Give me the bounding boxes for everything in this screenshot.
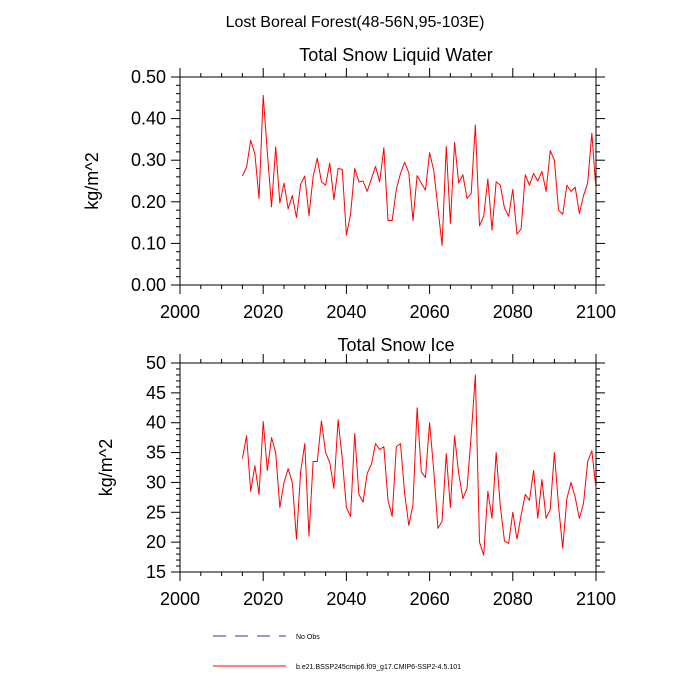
y-tick-label: 0.10: [131, 233, 166, 253]
x-tick-label: 2100: [576, 589, 616, 609]
y-axis-label: kg/m^2: [96, 439, 116, 496]
plot-frame: [179, 76, 597, 286]
y-axis-label: kg/m^2: [82, 152, 102, 209]
x-tick-label: 2040: [326, 589, 366, 609]
x-tick-label: 2060: [410, 589, 450, 609]
x-tick-label: 2080: [493, 302, 533, 322]
panel-title: Total Snow Liquid Water: [299, 45, 492, 65]
x-tick-label: 2020: [243, 589, 283, 609]
x-tick-label: 2040: [326, 302, 366, 322]
y-tick-label: 35: [146, 443, 166, 463]
y-tick-label: 25: [146, 502, 166, 522]
x-tick-label: 2080: [493, 589, 533, 609]
main-title: Lost Boreal Forest(48-56N,95-103E): [226, 14, 485, 31]
x-tick-label: 2000: [160, 302, 200, 322]
y-tick-label: 50: [146, 353, 166, 373]
series-line: [241, 94, 597, 246]
y-tick-label: 45: [146, 383, 166, 403]
y-tick-label: 20: [146, 532, 166, 552]
y-tick-label: 15: [146, 562, 166, 582]
y-tick-label: 0.20: [131, 192, 166, 212]
legend: No Obs b.e21.BSSP245cmip6.f09_g17.CMIP6-…: [213, 634, 461, 671]
x-tick-label: 2100: [576, 302, 616, 322]
plot-frame: [179, 362, 597, 573]
y-tick-label: 0.40: [131, 109, 166, 129]
x-tick-label: 2060: [410, 302, 450, 322]
y-tick-label: 0.50: [131, 67, 166, 87]
panel-total-snow-liquid-water: Total Snow Liquid Water kg/m^2 2000 2020 204…: [82, 45, 616, 322]
x-tick-label: 2000: [160, 589, 200, 609]
y-tick-label: 30: [146, 472, 166, 492]
panel-title: Total Snow Ice: [337, 335, 454, 355]
legend-label-no-obs: No Obs: [296, 634, 320, 641]
y-tick-label: 0.30: [131, 150, 166, 170]
legend-label-model-run: b.e21.BSSP245cmip6.f09_g17.CMIP6-SSP2-4.…: [296, 664, 461, 671]
x-tick-label: 2020: [243, 302, 283, 322]
series-line: [241, 374, 597, 556]
y-tick-label: 0.00: [131, 275, 166, 295]
y-tick-label: 40: [146, 413, 166, 433]
